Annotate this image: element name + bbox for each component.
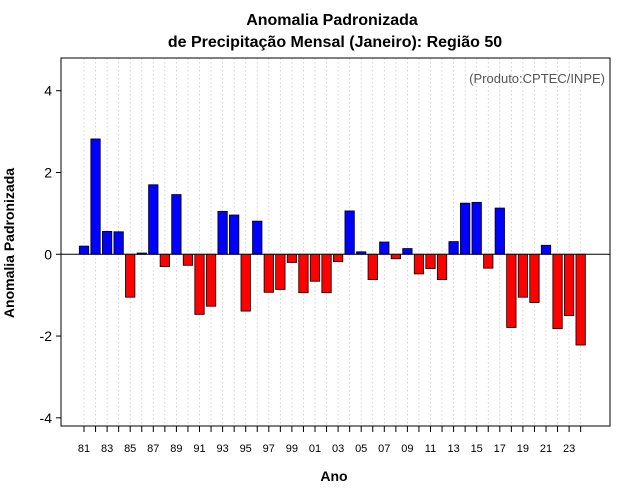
bar-2012: [436, 253, 448, 281]
bar-2022: [552, 253, 563, 330]
y-tick-label: 4: [44, 83, 52, 99]
bar-2017: [494, 207, 505, 255]
bar-2004: [344, 210, 355, 255]
x-tick-label: 01: [309, 443, 321, 455]
x-tick-label: 89: [170, 443, 182, 455]
bar-1987: [148, 184, 159, 255]
bar-1998: [275, 253, 286, 290]
x-tick-label: 95: [240, 443, 252, 455]
x-tick-label: 11: [425, 443, 436, 455]
chart-subtitle: de Precipitação Mensal (Janeiro): Região…: [168, 34, 502, 51]
bar-2002: [321, 253, 332, 294]
bar-2021: [540, 244, 552, 255]
bar-1990: [182, 253, 194, 266]
bar-2013: [448, 241, 459, 255]
bar-2007: [379, 241, 390, 255]
x-tick-label: 13: [447, 443, 459, 455]
x-tick-label: 87: [147, 443, 159, 455]
bar-2024: [575, 253, 586, 346]
plot-area-border: [60, 57, 611, 427]
bar-2015: [471, 201, 482, 255]
bar-2018: [506, 253, 517, 328]
bar-2010: [413, 253, 425, 275]
bar-2006: [367, 253, 378, 281]
bar-1982: [90, 138, 101, 255]
y-axis-title: Anomalia Padronizada: [1, 168, 17, 318]
x-tick-label: 91: [193, 443, 205, 455]
bar-1984: [113, 231, 124, 255]
bar-1997: [263, 253, 274, 293]
x-tick-label: 05: [355, 443, 367, 455]
bar-2011: [425, 253, 436, 269]
y-tick-label: 0: [44, 246, 52, 262]
bar-2019: [517, 253, 529, 298]
bar-1995: [240, 253, 251, 312]
bar-1991: [194, 253, 205, 315]
x-tick-label: 99: [286, 443, 298, 455]
bar-2000: [298, 253, 309, 294]
x-tick-label: 03: [332, 443, 344, 455]
y-tick-label: 2: [44, 164, 52, 180]
bar-1993: [217, 210, 228, 255]
bar-2023: [564, 253, 575, 317]
bar-1999: [286, 253, 298, 263]
x-tick-label: 17: [494, 443, 506, 455]
bar-1996: [252, 220, 263, 255]
x-tick-label: 93: [216, 443, 228, 455]
bar-2020: [529, 253, 540, 303]
bar-1983: [102, 230, 113, 255]
x-axis-title: Ano: [320, 468, 347, 484]
x-tick-label: 81: [78, 443, 90, 455]
bar-2009: [402, 248, 413, 255]
bar-2001: [309, 253, 321, 282]
y-tick-label: -4: [40, 410, 53, 426]
x-tick-label: 97: [263, 443, 275, 455]
bar-1992: [205, 253, 217, 307]
x-tick-label: 07: [378, 443, 390, 455]
chart-title: Anomalia Padronizada: [246, 12, 418, 29]
bar-1985: [125, 253, 136, 298]
x-tick-label: 19: [517, 443, 529, 455]
x-tick-label: 23: [563, 443, 575, 455]
credit-label: (Produto:CPTEC/INPE): [469, 71, 605, 86]
x-axis: 81 83 85 87 89 91 93 95 97 99 01 03 05 07 09 11 13 15 17 19…: [78, 426, 582, 455]
grid-lines: [83, 58, 582, 426]
bar-2008: [390, 253, 401, 260]
x-tick-label: 83: [101, 443, 113, 455]
bar-1989: [171, 194, 182, 255]
bar-1994: [229, 214, 240, 255]
bar-2016: [483, 253, 494, 269]
x-tick-label: 15: [471, 443, 483, 455]
y-tick-label: -2: [40, 328, 53, 344]
bars: [78, 138, 586, 346]
x-tick-label: 21: [540, 443, 552, 455]
bar-1981: [78, 245, 90, 255]
bar-2003: [332, 253, 344, 263]
y-axis: -4 -2 0 2 4: [40, 83, 61, 426]
bar-1988: [159, 253, 170, 267]
x-tick-label: 09: [401, 443, 413, 455]
x-tick-label: 85: [124, 443, 136, 455]
bar-2014: [460, 202, 471, 255]
